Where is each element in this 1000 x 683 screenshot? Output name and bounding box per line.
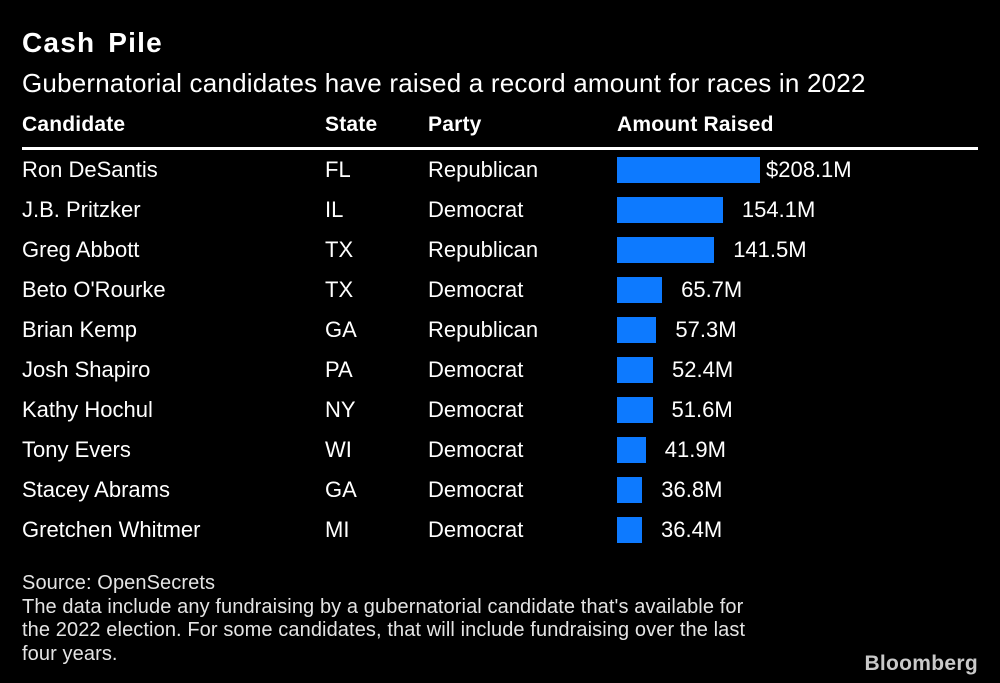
candidate-name: Tony Evers [22, 437, 131, 462]
amount-value-label: 52.4M [672, 357, 734, 382]
state-code: PA [325, 357, 353, 382]
table-row: J.B. Pritzker IL Democrat 154.1M [22, 190, 978, 230]
table-row: Stacey Abrams GA Democrat 36.8M [22, 470, 978, 510]
amount-cell: 154.1M [617, 190, 978, 230]
column-header-party: Party [428, 113, 482, 136]
table-row: Ron DeSantis FL Republican $208.1M [22, 150, 978, 190]
table-row: Greg Abbott TX Republican 141.5M [22, 230, 978, 270]
amount-value-label: 41.9M [664, 437, 726, 462]
table-row: Brian Kemp GA Republican 57.3M [22, 310, 978, 350]
candidate-name: Greg Abbott [22, 237, 140, 262]
amount-cell: 65.7M [617, 270, 978, 310]
amount-value-label: 36.8M [661, 477, 723, 502]
party-name: Democrat [428, 517, 524, 542]
table-row: Josh Shapiro PA Democrat 52.4M [22, 350, 978, 390]
party-name: Republican [428, 157, 539, 182]
amount-cell: 57.3M [617, 310, 978, 350]
table-row: Gretchen Whitmer MI Democrat 36.4M [22, 510, 978, 550]
amount-value-label: 154.1M [741, 197, 816, 222]
state-code: FL [325, 157, 351, 182]
candidate-name: Josh Shapiro [22, 357, 151, 382]
amount-value-label: 141.5M [733, 237, 807, 262]
amount-bar [617, 237, 715, 263]
state-code: GA [325, 477, 357, 502]
candidate-name: Ron DeSantis [22, 157, 158, 182]
amount-bar [617, 397, 653, 423]
chart-subtitle: Gubernatorial candidates have raised a r… [22, 68, 866, 98]
state-code: TX [325, 237, 354, 262]
amount-bar [617, 517, 642, 543]
amount-value-label: 57.3M [675, 317, 737, 342]
column-header-candidate: Candidate [22, 113, 126, 136]
table-row: Beto O'Rourke TX Democrat 65.7M [22, 270, 978, 310]
candidate-name: Gretchen Whitmer [22, 517, 201, 542]
amount-cell: 51.6M [617, 390, 978, 430]
party-name: Democrat [428, 437, 524, 462]
chart-title: Cash Pile [22, 27, 163, 58]
amount-cell: 141.5M [617, 230, 978, 270]
footnote-line: The data include any fundraising by a gu… [22, 595, 744, 618]
amount-bar [617, 197, 723, 223]
state-code: MI [325, 517, 350, 542]
candidate-name: Beto O'Rourke [22, 277, 166, 302]
candidate-name: J.B. Pritzker [22, 197, 141, 222]
party-name: Democrat [428, 277, 524, 302]
amount-value-label: 36.4M [661, 517, 723, 542]
party-name: Democrat [428, 397, 524, 422]
amount-cell: 36.4M [617, 510, 978, 550]
footnote-line: four years. [22, 642, 118, 665]
amount-bar [617, 277, 663, 303]
amount-value-label: 65.7M [681, 277, 743, 302]
amount-bar [617, 477, 643, 503]
party-name: Democrat [428, 197, 524, 222]
amount-bar [617, 357, 653, 383]
amount-bar [617, 317, 657, 343]
amount-cell: 36.8M [617, 470, 978, 510]
amount-cell: $208.1M [617, 150, 978, 190]
source-line: Source: OpenSecrets [22, 572, 216, 594]
state-code: WI [325, 437, 352, 462]
candidate-name: Kathy Hochul [22, 397, 153, 422]
amount-bar [617, 157, 760, 183]
amount-value-label: 51.6M [671, 397, 733, 422]
table-row: Kathy Hochul NY Democrat 51.6M [22, 390, 978, 430]
state-code: GA [325, 317, 357, 342]
amount-cell: 52.4M [617, 350, 978, 390]
amount-bar [617, 437, 646, 463]
party-name: Democrat [428, 477, 524, 502]
party-name: Democrat [428, 357, 524, 382]
amount-value-label: $208.1M [766, 157, 852, 182]
candidate-name: Brian Kemp [22, 317, 137, 342]
column-header-state: State [325, 113, 378, 136]
amount-cell: 41.9M [617, 430, 978, 470]
table-header-row: Candidate State Party Amount Raised [22, 113, 978, 150]
table-body: Ron DeSantis FL Republican $208.1M J.B. … [22, 150, 978, 550]
state-code: IL [325, 197, 344, 222]
column-header-amount-raised: Amount Raised [617, 113, 774, 136]
party-name: Republican [428, 237, 539, 262]
candidate-name: Stacey Abrams [22, 477, 170, 502]
state-code: NY [325, 397, 356, 422]
state-code: TX [325, 277, 354, 302]
footer: Source: OpenSecrets The data include any… [22, 572, 978, 666]
footnote-line: the 2022 election. For some candidates, … [22, 619, 746, 641]
party-name: Republican [428, 317, 539, 342]
table-row: Tony Evers WI Democrat 41.9M [22, 430, 978, 470]
bloomberg-logo: Bloomberg [864, 652, 978, 675]
